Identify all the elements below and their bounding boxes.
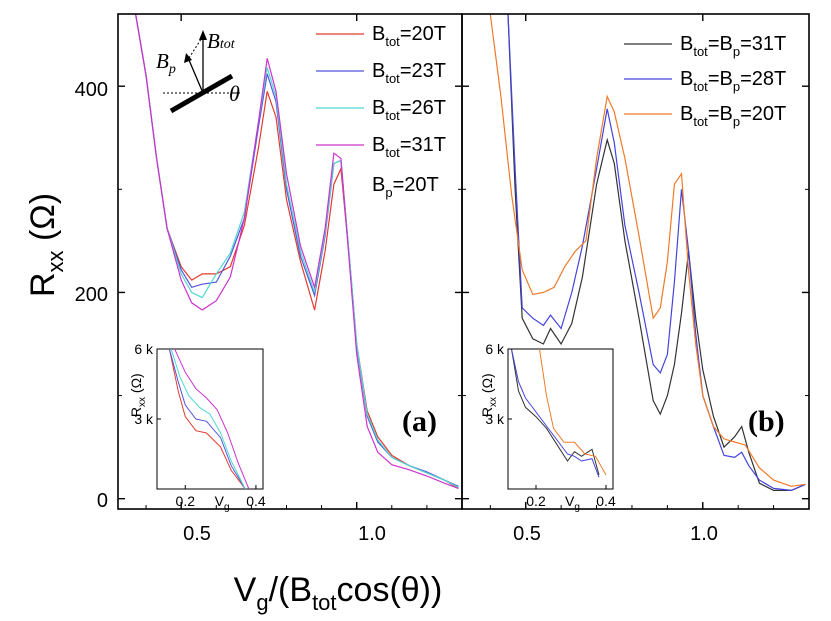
legend-label-legend-a-3: Btot=31T: [372, 134, 446, 160]
b-tot-label: Btot: [207, 29, 236, 53]
inset-line-inset-a-2: [170, 349, 246, 489]
inset-xtick-label-inset-b-0: 0.2: [526, 493, 546, 509]
theta-label: θ: [229, 81, 240, 106]
inset-ytick-label-inset-a-1: 6 k: [134, 341, 154, 357]
b-tot-arrowhead: [199, 30, 207, 40]
inset-panel-a: 0.2 0.4 3 k 6 k Vg Rxx (Ω): [128, 341, 266, 513]
inset-ytick-label-inset-b-1: 6 k: [485, 341, 505, 357]
inset-xlabel-inset-b: Vg: [565, 493, 580, 513]
series-line-b-2: [489, 14, 806, 487]
xtick-label-a-1.0: 1.0: [358, 523, 386, 545]
xtick-label-a-0.5: 0.5: [183, 523, 211, 545]
inset-line-inset-a-1: [168, 349, 246, 489]
field-geometry-diagram: Btot Bp θ: [156, 29, 240, 114]
legend-label-legend-a-0: Btot=20T: [372, 23, 446, 49]
inset-ylabel-inset-a: Rxx (Ω): [128, 373, 148, 417]
inset-line-inset-a-0: [168, 349, 246, 489]
projection-dotted: [188, 35, 204, 59]
inset-xtick-label-inset-a-0: 0.2: [176, 493, 196, 509]
inset-ylabel-inset-b: Rxx (Ω): [479, 373, 499, 417]
inset-line-inset-b-2: [539, 349, 607, 476]
b-tot-sub: tot: [220, 37, 236, 52]
inset-xlabel-inset-a: Vg: [215, 493, 230, 513]
inset-xtick-label-inset-a-1: 0.4: [246, 493, 266, 509]
legend-panel-a: Btot=20T Btot=23T Btot=26T Btot=31T: [316, 23, 446, 160]
legend-label-legend-b-2: Btot=Bp=20T: [680, 103, 786, 129]
axis-ticks: [118, 14, 809, 509]
ytick-label-400: 400: [75, 79, 108, 101]
inset-curves-inset-b: [511, 349, 607, 478]
y-axis-label: Rxx (Ω): [24, 193, 68, 297]
legend-panel-b: Btot=Bp=31T Btot=Bp=28T Btot=Bp=20T: [624, 33, 786, 129]
legend-label-legend-b-0: Btot=Bp=31T: [680, 33, 786, 59]
inset-ytick-label-inset-a-0: 3 k: [134, 411, 154, 427]
sample-plane: [169, 73, 234, 114]
series-line-a-1: [135, 14, 459, 487]
panel-b-curves: [489, 14, 806, 492]
legend-label-legend-b-1: Btot=Bp=28T: [680, 68, 786, 94]
inset-panel-b: 0.2 0.4 3 k 6 k Vg Rxx (Ω): [479, 341, 616, 513]
legend-label-legend-a-1: Btot=23T: [372, 60, 446, 86]
legend-note-bp: Bp=20T: [372, 174, 439, 200]
panel-label-b: (b): [748, 405, 785, 438]
b-p-vector: [188, 59, 204, 94]
b-p-arrowhead: [184, 53, 192, 63]
inset-line-inset-a-3: [174, 349, 250, 489]
series-line-a-2: [135, 14, 459, 488]
panel-label-a: (a): [402, 405, 437, 438]
ytick-label-0: 0: [97, 490, 108, 512]
xtick-label-b-0.5: 0.5: [513, 523, 541, 545]
inset-curves-inset-a: [168, 349, 250, 489]
series-line-b-0: [507, 14, 806, 491]
inset-frame-inset-a: [156, 348, 264, 490]
series-line-b-1: [507, 14, 806, 492]
panel-b-frame: [461, 13, 810, 510]
series-line-a-0: [135, 14, 459, 489]
series-line-a-3: [135, 14, 459, 489]
panel-a-curves: [135, 14, 459, 489]
inset-ytick-label-inset-b-0: 3 k: [485, 411, 505, 427]
legend-label-legend-a-2: Btot=26T: [372, 97, 446, 123]
x-axis-label: Vg/(Btotcos(θ)): [234, 571, 443, 615]
xtick-label-b-1.0: 1.0: [690, 523, 718, 545]
inset-line-inset-b-1: [511, 349, 600, 478]
inset-frame-inset-b: [507, 348, 614, 490]
ytick-label-200: 200: [75, 284, 108, 306]
inset-xtick-label-inset-b-1: 0.4: [596, 493, 616, 509]
